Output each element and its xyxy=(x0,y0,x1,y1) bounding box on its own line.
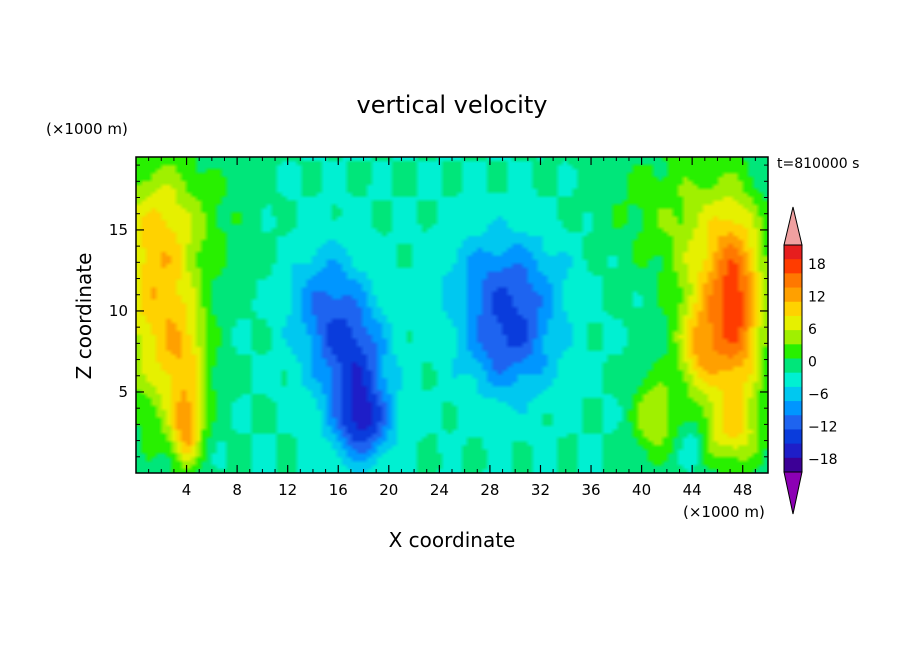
colorbar-label: −12 xyxy=(808,419,838,435)
y-tick-label-5: 5 xyxy=(118,383,128,401)
x-tick-label-28: 28 xyxy=(480,481,499,499)
colorbar-label: −18 xyxy=(808,452,838,468)
y-tick-label-15: 15 xyxy=(109,221,128,239)
y-axis-label: Z coordinate xyxy=(72,253,96,380)
colorbar-segment xyxy=(784,358,802,374)
x-tick-label-24: 24 xyxy=(430,481,449,499)
colorbar-label: 0 xyxy=(808,355,817,371)
colorbar-frame xyxy=(783,244,803,473)
x-axis: 4 8 12 16 20 24 28 32 36 40 44 48 xyxy=(148,157,756,499)
colorbar-label: −6 xyxy=(808,387,829,403)
x-tick-label-8: 8 xyxy=(232,481,242,499)
colorbar-segment xyxy=(784,457,802,473)
x-axis-label: X coordinate xyxy=(389,528,516,552)
colorbar-segment xyxy=(784,315,802,331)
colorbar-segment xyxy=(784,344,802,359)
y-tick-label-10: 10 xyxy=(109,302,128,320)
colorbar-label: 6 xyxy=(808,322,817,338)
x-tick-label-44: 44 xyxy=(683,481,702,499)
y-unit-label: (×1000 m) xyxy=(46,120,128,138)
colorbar-under-triangle xyxy=(783,471,803,515)
chart-title: vertical velocity xyxy=(357,91,548,119)
plot-area xyxy=(135,156,769,474)
time-label: t=810000 s xyxy=(777,156,859,172)
velocity-field xyxy=(136,157,768,473)
x-tick-label-4: 4 xyxy=(182,481,192,499)
colorbar-segment xyxy=(784,259,802,274)
colorbar-segment xyxy=(784,330,802,345)
x-tick-label-20: 20 xyxy=(379,481,398,499)
colorbar-segment xyxy=(784,301,802,317)
x-tick-label-16: 16 xyxy=(329,481,348,499)
y-axis: 5 10 15 xyxy=(109,164,768,458)
colorbar: 18 12 6 0 −6 −12 −18 xyxy=(783,206,838,515)
colorbar-segment xyxy=(784,287,802,303)
x-tick-label-12: 12 xyxy=(278,481,297,499)
colorbar-segment xyxy=(784,415,802,430)
x-tick-label-48: 48 xyxy=(733,481,752,499)
colorbar-segment xyxy=(784,401,802,416)
colorbar-segment xyxy=(784,443,802,459)
colorbar-segment xyxy=(784,386,802,402)
x-tick-label-36: 36 xyxy=(581,481,600,499)
x-unit-label: (×1000 m) xyxy=(683,503,765,521)
colorbar-label: 12 xyxy=(808,290,826,306)
colorbar-over-triangle xyxy=(783,206,803,246)
x-tick-label-40: 40 xyxy=(632,481,651,499)
colorbar-segment xyxy=(784,273,802,289)
colorbar-segment xyxy=(784,245,802,260)
colorbar-segment xyxy=(784,372,802,388)
colorbar-label: 18 xyxy=(808,257,826,273)
x-tick-label-32: 32 xyxy=(531,481,550,499)
colorbar-segment xyxy=(784,429,802,445)
